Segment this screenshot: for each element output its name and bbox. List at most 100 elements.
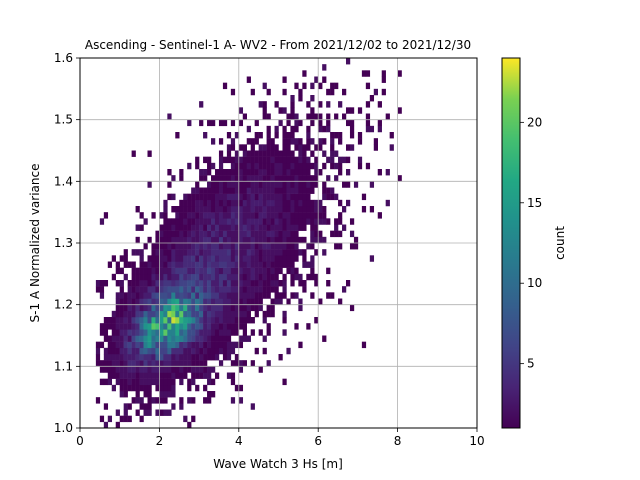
heatmap-cell [246,298,251,305]
heatmap-cell [211,224,216,231]
heatmap-cell [250,187,255,194]
heatmap-cell [159,378,164,386]
heatmap-cell [230,193,236,201]
heatmap-cell [282,76,287,83]
heatmap-cell [218,187,224,194]
heatmap-cell [250,304,255,312]
heatmap-cell [175,243,180,250]
heatmap-cell [222,199,228,207]
heatmap-cell [238,366,244,373]
heatmap-cell [139,415,144,423]
heatmap-cell [135,391,140,398]
heatmap-cell [191,193,196,201]
heatmap-cell [131,354,136,361]
heatmap-cell [199,236,204,244]
heatmap-cell [139,360,144,367]
heatmap-cell [322,125,327,133]
heatmap-cell [139,261,144,268]
heatmap-cell [163,249,168,256]
heatmap-cell [107,372,113,379]
heatmap-cell [314,76,319,83]
heatmap-cell [306,206,311,213]
heatmap-cell [234,132,240,139]
heatmap-cell [147,360,152,367]
heatmap-cell [282,273,287,281]
heatmap-cell [211,218,216,225]
heatmap-cell [330,132,335,139]
heatmap-cell [187,335,192,342]
heatmap-cell [115,317,120,324]
heatmap-cell [203,384,208,392]
heatmap-cell [282,310,287,318]
heatmap-cell [179,372,184,379]
heatmap-cell [230,261,236,268]
heatmap-cell [369,125,375,133]
heatmap-cell [234,261,240,268]
heatmap-cell [230,181,236,188]
heatmap-cell [290,243,295,250]
heatmap-cell [242,175,247,182]
heatmap-cell [262,144,267,151]
heatmap-cell [278,119,283,127]
heatmap-cell [207,329,212,336]
heatmap-cell [234,199,240,207]
heatmap-cell [163,304,168,312]
heatmap-cell [238,273,244,281]
heatmap-cell [254,169,259,176]
heatmap-cell [211,193,216,201]
heatmap-cell [179,199,184,207]
heatmap-cell [226,199,232,207]
heatmap-cell [254,119,259,127]
heatmap-cell [330,82,335,90]
heatmap-cell [322,212,327,219]
heatmap-cell [147,403,152,410]
heatmap-cell [218,255,224,262]
heatmap-cell [195,317,200,324]
heatmap-cell [306,273,311,281]
heatmap-cell [226,298,232,305]
heatmap-cell [314,162,319,170]
heatmap-cell [211,138,216,145]
heatmap-cell [115,323,120,330]
heatmap-cell [195,236,200,244]
heatmap-cell [234,212,240,219]
heatmap-cell [258,187,263,194]
heatmap-cell [234,249,240,256]
heatmap-cell [238,384,244,392]
heatmap-cell [322,236,327,244]
heatmap-cell [163,397,168,404]
heatmap-cell [179,280,184,287]
heatmap-cell [163,218,168,225]
heatmap-cell [167,218,172,225]
heatmap-cell [234,323,240,330]
heatmap-cell [119,335,124,342]
heatmap-cell [163,391,168,398]
heatmap-cell [183,292,188,299]
heatmap-cell [203,397,208,404]
heatmap-cell [222,206,228,213]
heatmap-cell [95,354,101,361]
heatmap-cell [242,206,247,213]
heatmap-cell [381,76,386,83]
heatmap-cell [246,286,251,293]
x-tick-label: 6 [314,434,322,448]
heatmap-cell [143,298,148,305]
heatmap-cell [155,335,160,342]
heatmap-cell [179,397,184,404]
heatmap-cell [214,280,220,287]
heatmap-cell [266,169,271,176]
heatmap-cell [139,347,144,355]
heatmap-cell [294,82,299,90]
heatmap-cell [171,206,176,213]
heatmap-cell [143,347,148,355]
heatmap-cell [167,230,172,238]
heatmap-cell [119,286,124,293]
heatmap-cell [211,181,216,188]
heatmap-cell [242,156,247,164]
heatmap-cell [326,193,331,201]
heatmap-cell [167,267,172,275]
heatmap-cell [203,366,208,373]
heatmap-cell [270,286,275,293]
heatmap-cell [151,354,156,361]
